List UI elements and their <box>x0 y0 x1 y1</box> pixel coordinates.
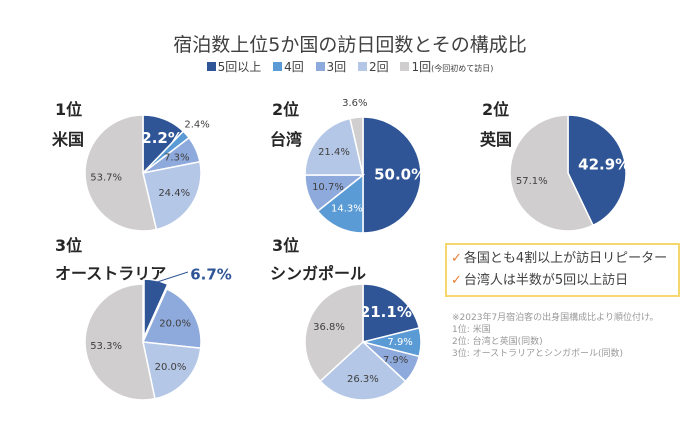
rank-label: 3位 <box>55 236 83 255</box>
legend-item: 4回 <box>273 60 304 74</box>
legend-item: 5回以上 <box>206 60 262 74</box>
legend-label: 5回以上 <box>217 60 262 74</box>
legend-label: 1回 <box>411 60 432 74</box>
legend-note: (今回初めて訪日) <box>431 64 494 73</box>
legend-swatch <box>315 62 325 71</box>
data-label: 57.1% <box>516 176 548 187</box>
pie-slice <box>316 173 364 234</box>
pie-slice <box>349 116 364 176</box>
data-label: 42.9% <box>578 155 630 173</box>
footnote-line: 1位: 米国 <box>452 325 491 335</box>
country-label: オーストラリア <box>55 264 167 283</box>
data-label: 6.7% <box>190 266 232 284</box>
data-label: 7.3% <box>164 153 189 164</box>
legend-item: 2回 <box>358 60 389 74</box>
data-label: 2.4% <box>184 120 209 131</box>
data-label: 7.9% <box>387 337 412 348</box>
country-label: シンガポール <box>270 264 367 283</box>
finding-text: 各国とも4割以上が訪日リピーター <box>463 251 668 266</box>
legend-swatch <box>206 62 216 71</box>
data-label: 50.0% <box>374 166 426 184</box>
pie-slice <box>304 283 364 383</box>
data-label: 26.3% <box>347 374 379 385</box>
country-label: 英国 <box>480 130 513 149</box>
data-label: 10.7% <box>312 182 344 193</box>
country-label: 台湾 <box>270 130 303 149</box>
data-label: 12.2% <box>131 129 183 147</box>
pie-slice <box>84 114 158 232</box>
legend-label: 3回 <box>326 60 347 74</box>
footnote-line: 2位: 台湾と英国(同数) <box>452 337 543 347</box>
legend: 5回以上 4回 3回 2回 1回(今回初めて訪日) <box>0 58 700 75</box>
legend-label: 2回 <box>369 60 389 74</box>
leader-line <box>150 271 189 285</box>
pie-slice <box>142 160 202 231</box>
data-label: 20.0% <box>155 362 187 373</box>
data-label: 3.6% <box>342 98 367 109</box>
pie-slice <box>84 283 156 401</box>
legend-label: 4回 <box>284 60 304 74</box>
data-label: 53.3% <box>90 341 122 352</box>
footnote-line: ※2023年7月宿泊客の出身国構成比より順位付け。 <box>452 313 659 323</box>
pie-slice <box>141 288 202 350</box>
rank-label: 2位 <box>482 100 510 119</box>
finding-item: ✓ 台湾人は半数が5回以上訪日 <box>451 270 674 292</box>
footnote-line: 3位: オーストラリアとシンガポール(同数) <box>452 349 624 359</box>
pie-slice <box>509 114 595 232</box>
pie-slice <box>362 116 422 234</box>
data-label: 21.4% <box>318 147 350 158</box>
footnote: ※2023年7月宿泊客の出身国構成比より順位付け。 1位: 米国 2位: 台湾と… <box>452 312 659 360</box>
legend-item: 1回(今回初めて訪日) <box>400 60 493 74</box>
pie-slice <box>567 114 627 227</box>
data-label: 7.9% <box>383 355 408 366</box>
chart-title: 宿泊数上位5か国の訪日回数とその構成比 <box>173 34 527 56</box>
data-label: 20.0% <box>159 319 191 330</box>
legend-swatch <box>358 62 368 71</box>
data-label: 24.4% <box>158 188 190 199</box>
legend-swatch <box>273 62 283 71</box>
check-icon: ✓ <box>451 251 462 266</box>
pie-slice <box>319 340 407 401</box>
pie-slice <box>304 117 364 176</box>
pie-slice <box>143 278 169 338</box>
rank-label: 3位 <box>272 236 300 255</box>
data-label: 21.1% <box>360 303 412 321</box>
data-label: 53.7% <box>90 172 122 183</box>
data-label: 36.8% <box>313 322 345 333</box>
rank-label: 1位 <box>55 100 83 119</box>
legend-swatch <box>400 62 410 71</box>
country-label: 米国 <box>52 130 85 149</box>
data-label: 14.3% <box>331 203 363 214</box>
finding-text: 台湾人は半数が5回以上訪日 <box>463 273 629 288</box>
pie-slice <box>142 341 202 400</box>
check-icon: ✓ <box>451 273 462 288</box>
finding-item: ✓ 各国とも4割以上が訪日リピーター <box>451 248 674 270</box>
rank-label: 2位 <box>272 100 300 119</box>
pie-slice <box>362 283 421 343</box>
legend-item: 3回 <box>315 60 347 74</box>
key-findings-box: ✓ 各国とも4割以上が訪日リピーター ✓ 台湾人は半数が5回以上訪日 <box>445 243 680 297</box>
